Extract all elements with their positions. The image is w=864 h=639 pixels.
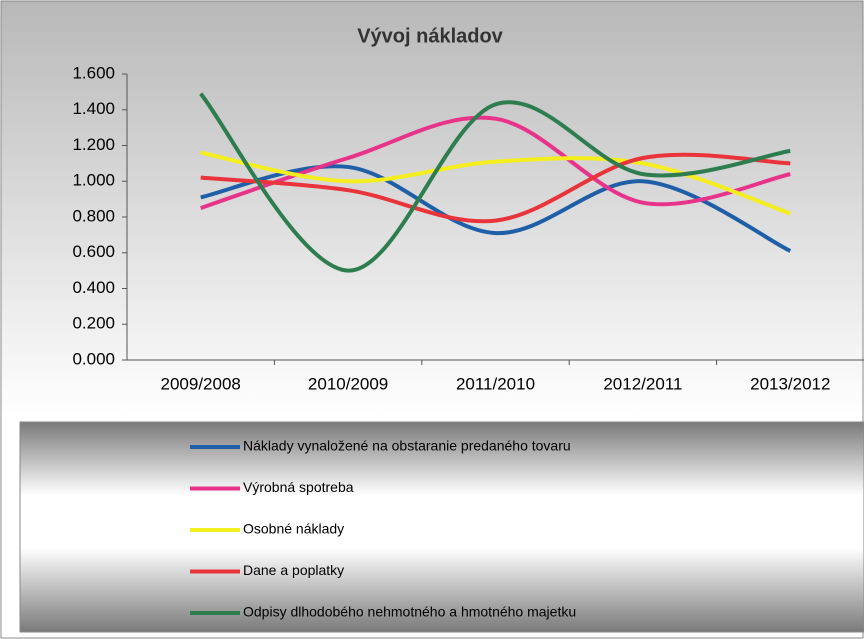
y-tick-label: 0.000 (72, 349, 115, 368)
y-tick-label: 0.800 (72, 206, 115, 225)
series-line (200, 150, 791, 216)
y-tick-label: 0.200 (72, 314, 115, 333)
x-tick-label: 2010/2009 (308, 374, 388, 393)
y-tick-label: 1.400 (72, 99, 115, 118)
y-tick-label: 1.200 (72, 135, 115, 154)
series-line (200, 152, 791, 224)
y-tick-label: 0.400 (72, 278, 115, 297)
x-tick-label: 2011/2010 (456, 374, 535, 393)
legend-box (19, 421, 864, 633)
y-tick-label: 0.600 (72, 242, 115, 261)
legend-label: Odpisy dlhodobého nehmotného a hmotného … (243, 604, 576, 620)
legend-label: Osobné náklady (243, 521, 344, 537)
series-line (199, 92, 791, 273)
legend-label: Výrobná spotreba (243, 479, 354, 495)
legend-label: Náklady vynaložené na obstaranie predané… (243, 438, 571, 454)
series-line (200, 164, 792, 253)
x-tick-label: 2009/2008 (161, 374, 241, 393)
y-tick-label: 1.600 (72, 63, 115, 82)
y-tick-label: 1.000 (72, 171, 115, 190)
chart-title: Vývoj nákladov (357, 25, 503, 47)
x-tick-label: 2013/2012 (750, 374, 830, 393)
x-tick-label: 2012/2011 (603, 374, 682, 393)
legend-label: Dane a poplatky (243, 562, 344, 578)
